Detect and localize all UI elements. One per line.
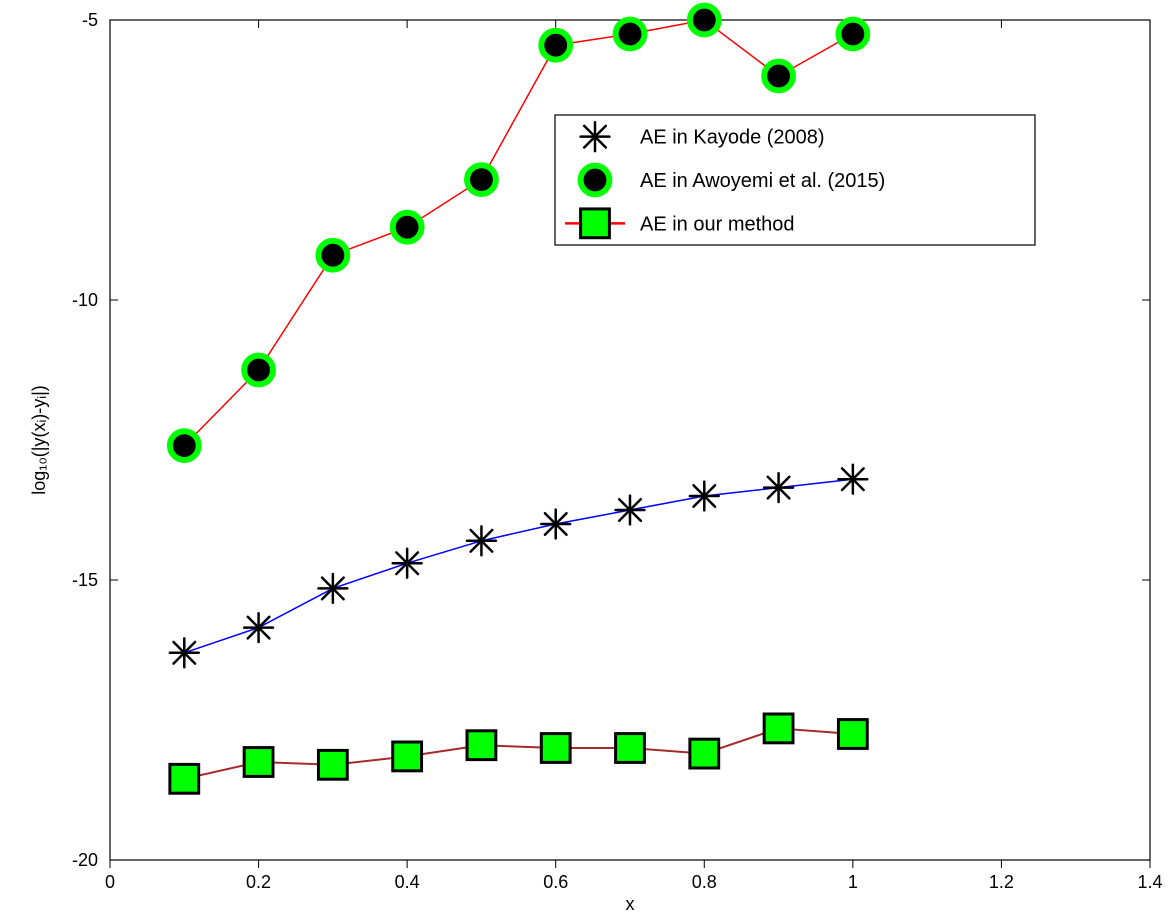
marker-ours [170,764,199,793]
marker-kayode [616,496,645,525]
marker-awoyemi [690,6,719,35]
marker-awoyemi [764,62,793,91]
y-tick-label: -10 [72,290,98,310]
chart-svg: 0 0.2 0.4 0.6 0.8 1 1.2 1.4 -20 -15 -10 -5 x log₁₀(|y… [0,0,1171,915]
marker-awoyemi [318,241,347,270]
marker-awoyemi [838,20,867,49]
marker-ours [690,739,719,768]
marker-ours [393,742,422,771]
marker-ours [467,731,496,760]
marker-ours [838,720,867,749]
marker-kayode [393,549,422,578]
legend-marker-awoyemi [581,166,610,195]
x-tick-label: 1.4 [1137,872,1162,892]
legend-label-awoyemi: AE in Awoyemi et al. (2015) [640,170,885,192]
marker-kayode [764,473,793,502]
marker-awoyemi [170,431,199,460]
legend-marker-kayode [581,122,610,151]
y-tick-label: -5 [82,10,98,30]
y-tick-label: -20 [72,850,98,870]
y-tick-label: -15 [72,570,98,590]
chart-container: 0 0.2 0.4 0.6 0.8 1 1.2 1.4 -20 -15 -10 -5 x log₁₀(|y… [0,0,1171,915]
marker-awoyemi [541,31,570,60]
marker-kayode [244,613,273,642]
marker-kayode [690,482,719,511]
marker-kayode [318,574,347,603]
legend-label-ours: AE in our method [640,213,795,235]
legend: AE in Kayode (2008) AE in Awoyemi et al. … [555,115,1035,245]
x-tick-label: 0 [105,872,115,892]
x-tick-label: 0.6 [543,872,568,892]
legend-marker-ours [581,209,610,238]
marker-awoyemi [244,356,273,385]
x-tick-label: 1 [848,872,858,892]
marker-awoyemi [467,165,496,194]
marker-kayode [467,526,496,555]
y-axis-label: log₁₀(|y(xᵢ)-yᵢ|) [29,385,49,495]
x-tick-label: 0.2 [246,872,271,892]
x-tick-label: 0.8 [692,872,717,892]
marker-ours [764,714,793,743]
x-axis-label: x [626,894,635,914]
marker-ours [541,734,570,763]
marker-ours [616,734,645,763]
marker-awoyemi [616,20,645,49]
marker-kayode [541,510,570,539]
legend-label-kayode: AE in Kayode (2008) [640,127,825,149]
x-tick-label: 0.4 [395,872,420,892]
marker-awoyemi [393,213,422,242]
marker-kayode [838,465,867,494]
marker-ours [318,750,347,779]
marker-ours [244,748,273,777]
marker-kayode [170,638,199,667]
x-tick-label: 1.2 [989,872,1014,892]
